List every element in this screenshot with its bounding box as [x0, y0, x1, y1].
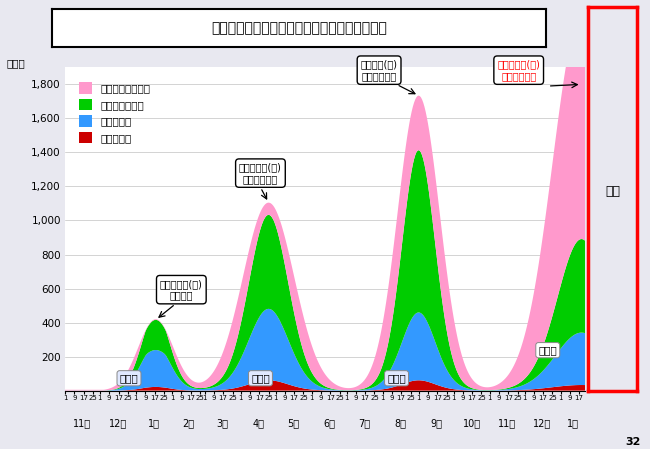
- Text: 第６波: 第６波: [538, 345, 557, 355]
- Text: （人）: （人）: [6, 58, 25, 68]
- Text: 3月: 3月: [216, 418, 229, 428]
- Text: 1月: 1月: [148, 418, 160, 428]
- Text: 奈良県内における療養者数、入院者数等の推移: 奈良県内における療養者数、入院者数等の推移: [211, 21, 387, 35]
- Text: 5月: 5月: [287, 418, 300, 428]
- Text: 7月: 7月: [359, 418, 370, 428]
- Text: 12月: 12月: [534, 418, 552, 428]
- Text: 11月: 11月: [73, 418, 92, 428]
- Text: 4月: 4月: [252, 418, 264, 428]
- Text: 第４波: 第４波: [251, 373, 270, 383]
- Text: ４月２５日(日)
１，１０５人: ４月２５日(日) １，１０５人: [239, 162, 282, 184]
- Text: 第５波: 第５波: [387, 373, 406, 383]
- Text: 32: 32: [625, 437, 640, 447]
- Text: 8月: 8月: [395, 418, 407, 428]
- Text: 次頁: 次頁: [605, 185, 620, 198]
- Text: １月１９日(水)
１，８００人: １月１９日(水) １，８００人: [497, 59, 540, 81]
- Text: 9月: 9月: [430, 418, 442, 428]
- Text: 2月: 2月: [182, 418, 194, 428]
- Text: 1月: 1月: [567, 418, 579, 428]
- Text: 12月: 12月: [109, 418, 127, 428]
- Text: 6月: 6月: [323, 418, 335, 428]
- Text: 第３波: 第３波: [120, 373, 138, 383]
- Legend: ：入院待機者等数, ：宿泊療養者数, ：入院者数, ：重症者数: ：入院待機者等数, ：宿泊療養者数, ：入院者数, ：重症者数: [75, 79, 153, 146]
- Text: ９月１日(水)
１，７３４人: ９月１日(水) １，７３４人: [361, 59, 398, 81]
- Text: 11月: 11月: [498, 418, 516, 428]
- Text: 10月: 10月: [463, 418, 480, 428]
- Text: １月１８日(月)
４１６人: １月１８日(月) ４１６人: [160, 279, 203, 300]
